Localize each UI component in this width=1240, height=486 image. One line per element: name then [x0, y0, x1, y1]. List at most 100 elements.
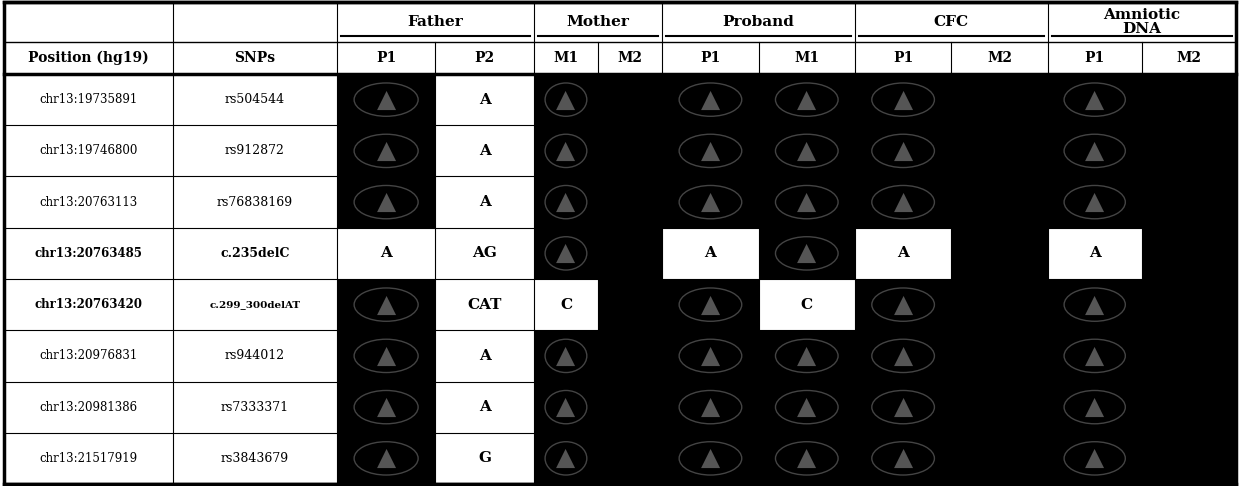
- Bar: [854, 125, 951, 176]
- Text: ▲: ▲: [797, 344, 816, 368]
- Bar: [951, 228, 1048, 279]
- Bar: [598, 228, 662, 279]
- Bar: [337, 433, 435, 484]
- Text: chr13:20976831: chr13:20976831: [40, 349, 138, 363]
- Text: G: G: [479, 451, 491, 466]
- Bar: [1142, 74, 1236, 125]
- Text: ▲: ▲: [1085, 344, 1105, 368]
- Text: P1: P1: [893, 51, 913, 65]
- Text: ▲: ▲: [377, 344, 396, 368]
- Text: ▲: ▲: [894, 87, 913, 112]
- Text: ▲: ▲: [377, 293, 396, 316]
- Bar: [598, 279, 662, 330]
- Text: ▲: ▲: [797, 139, 816, 163]
- Text: rs76838169: rs76838169: [217, 196, 293, 208]
- Bar: [951, 330, 1048, 382]
- Text: Proband: Proband: [723, 15, 795, 29]
- Text: A: A: [1089, 246, 1101, 260]
- Bar: [598, 74, 662, 125]
- Text: rs912872: rs912872: [226, 144, 285, 157]
- Text: ▲: ▲: [797, 87, 816, 112]
- Text: A: A: [381, 246, 392, 260]
- Text: ▲: ▲: [894, 139, 913, 163]
- Text: P1: P1: [1085, 51, 1105, 65]
- Bar: [854, 176, 951, 228]
- Text: P2: P2: [475, 51, 495, 65]
- Text: ▲: ▲: [377, 446, 396, 470]
- Text: ▲: ▲: [701, 190, 720, 214]
- Text: A: A: [479, 400, 491, 414]
- Bar: [854, 433, 951, 484]
- Bar: [1142, 125, 1236, 176]
- Text: ▲: ▲: [1085, 446, 1105, 470]
- Bar: [951, 279, 1048, 330]
- Text: ▲: ▲: [557, 395, 575, 419]
- Text: rs504544: rs504544: [224, 93, 285, 106]
- Bar: [1048, 279, 1142, 330]
- Text: ▲: ▲: [1085, 139, 1105, 163]
- Text: SNPs: SNPs: [234, 51, 275, 65]
- Bar: [534, 74, 598, 125]
- Text: ▲: ▲: [557, 190, 575, 214]
- Bar: [759, 433, 854, 484]
- Text: chr13:20981386: chr13:20981386: [40, 400, 138, 414]
- Text: ▲: ▲: [797, 446, 816, 470]
- Text: ▲: ▲: [557, 242, 575, 265]
- Text: c.235delC: c.235delC: [221, 247, 290, 260]
- Text: ▲: ▲: [894, 344, 913, 368]
- Bar: [662, 433, 759, 484]
- Bar: [1142, 382, 1236, 433]
- Bar: [759, 330, 854, 382]
- Bar: [951, 125, 1048, 176]
- Text: A: A: [479, 195, 491, 209]
- Text: ▲: ▲: [377, 190, 396, 214]
- Text: Amniotic: Amniotic: [1104, 8, 1180, 22]
- Bar: [662, 279, 759, 330]
- Bar: [759, 125, 854, 176]
- Bar: [534, 433, 598, 484]
- Text: ▲: ▲: [1085, 395, 1105, 419]
- Text: chr13:19735891: chr13:19735891: [40, 93, 138, 106]
- Bar: [1142, 433, 1236, 484]
- Text: ▲: ▲: [797, 242, 816, 265]
- Bar: [759, 74, 854, 125]
- Bar: [951, 433, 1048, 484]
- Text: ▲: ▲: [377, 395, 396, 419]
- Bar: [951, 382, 1048, 433]
- Bar: [1142, 279, 1236, 330]
- Text: A: A: [898, 246, 909, 260]
- Text: chr13:19746800: chr13:19746800: [40, 144, 138, 157]
- Text: chr13:21517919: chr13:21517919: [40, 452, 138, 465]
- Bar: [854, 382, 951, 433]
- Text: ▲: ▲: [557, 139, 575, 163]
- Bar: [598, 176, 662, 228]
- Text: Father: Father: [408, 15, 464, 29]
- Text: M1: M1: [553, 51, 579, 65]
- Text: A: A: [704, 246, 717, 260]
- Bar: [534, 125, 598, 176]
- Text: c.299_300delAT: c.299_300delAT: [210, 300, 300, 309]
- Text: ▲: ▲: [1085, 293, 1105, 316]
- Text: ▲: ▲: [557, 446, 575, 470]
- Bar: [598, 382, 662, 433]
- Text: rs944012: rs944012: [224, 349, 285, 363]
- Bar: [854, 330, 951, 382]
- Bar: [1142, 228, 1236, 279]
- Bar: [1048, 382, 1142, 433]
- Text: ▲: ▲: [894, 190, 913, 214]
- Bar: [1048, 433, 1142, 484]
- Text: ▲: ▲: [797, 190, 816, 214]
- Text: ▲: ▲: [894, 293, 913, 316]
- Bar: [337, 382, 435, 433]
- Bar: [759, 176, 854, 228]
- Bar: [1048, 74, 1142, 125]
- Bar: [854, 74, 951, 125]
- Text: ▲: ▲: [701, 87, 720, 112]
- Text: ▲: ▲: [1085, 87, 1105, 112]
- Bar: [662, 330, 759, 382]
- Bar: [662, 382, 759, 433]
- Text: A: A: [479, 349, 491, 363]
- Text: AG: AG: [472, 246, 497, 260]
- Bar: [1142, 330, 1236, 382]
- Text: ▲: ▲: [701, 446, 720, 470]
